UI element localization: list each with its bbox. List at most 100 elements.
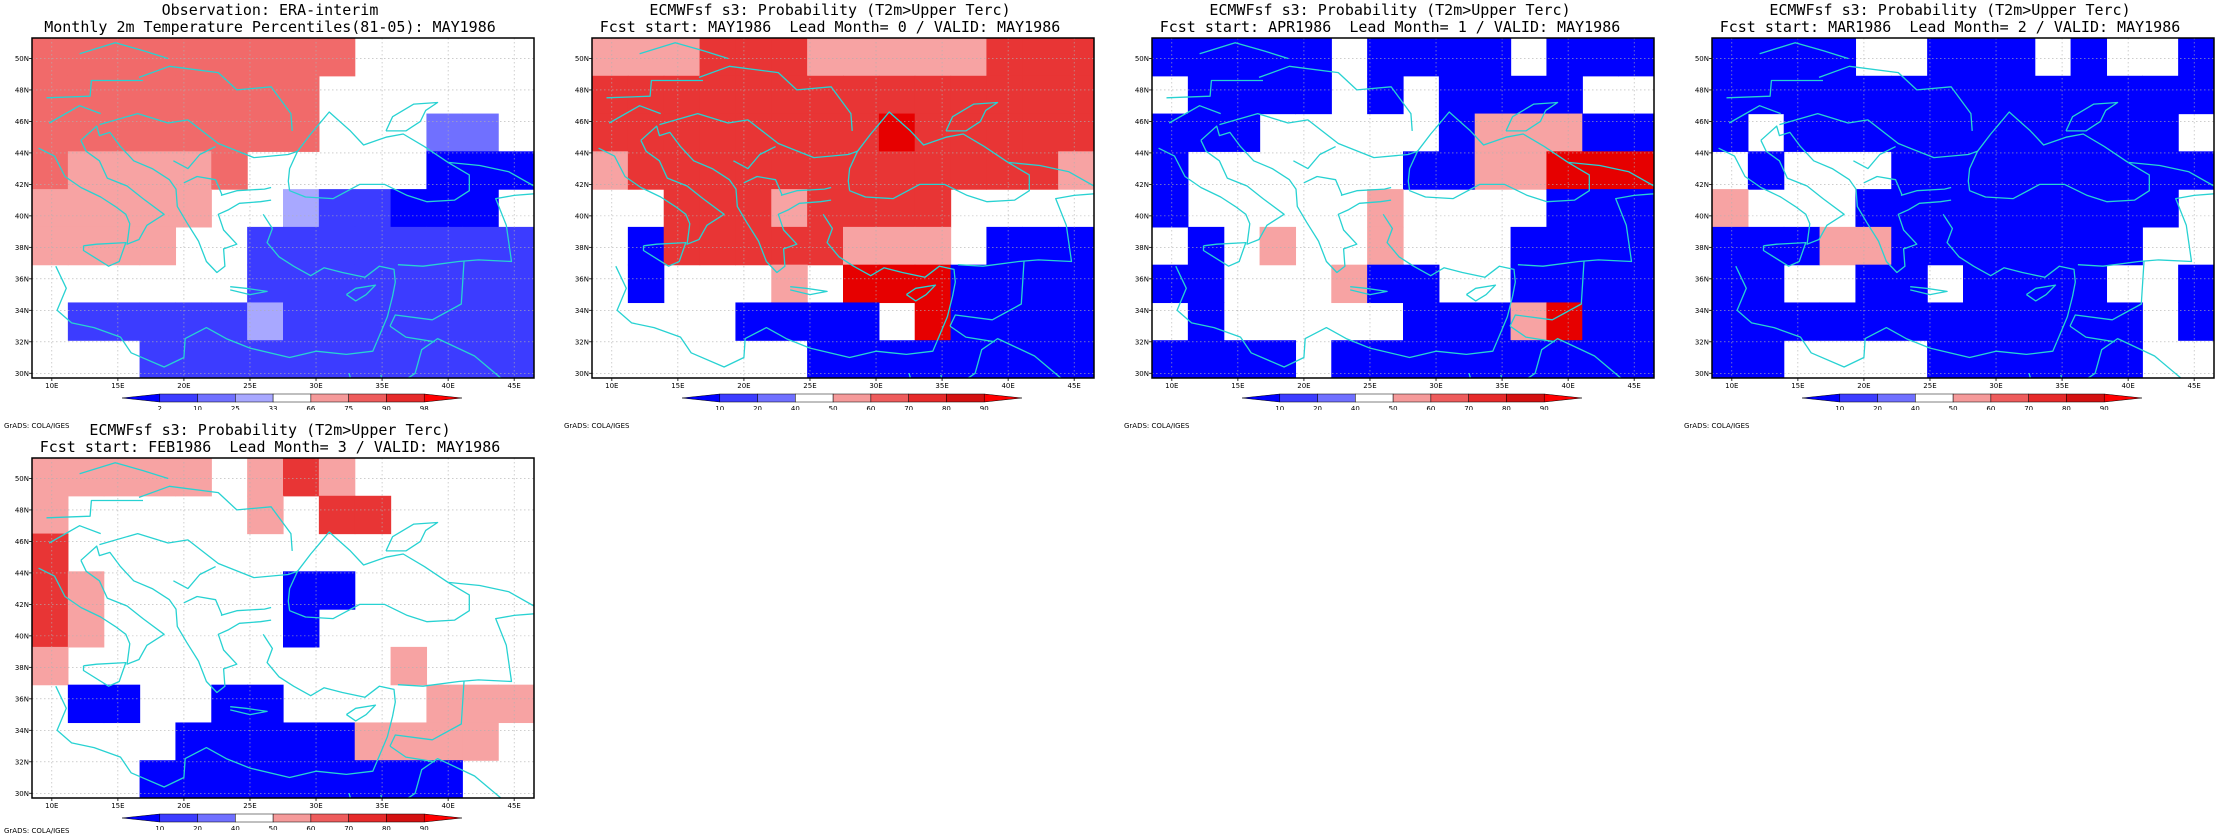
grid-cell: [1998, 151, 2036, 190]
grid-cell: [175, 189, 212, 228]
coastline: [1818, 65, 1973, 131]
grid-cell: [1855, 264, 1892, 304]
map-figure: 10E 15E 20E 25E 30E 35E 40E 45E 30N 32N 34N 36N 38N 4…: [575, 37, 1095, 410]
grid-cell: [771, 264, 808, 304]
coastline: [220, 186, 272, 197]
grid-cell: [1546, 340, 1583, 378]
coastline: [1568, 161, 1654, 187]
colorbar-segment: [1506, 393, 1545, 403]
grid-cell: [2142, 75, 2179, 115]
coastline: [448, 161, 534, 187]
grid-cell: [1152, 38, 1189, 77]
grid-cell: [1618, 226, 1654, 266]
coastline: [2065, 101, 2119, 132]
lon-tick-label: 45E: [2188, 382, 2201, 390]
grid-cell: [1546, 75, 1583, 115]
coastline: [173, 146, 216, 170]
coastline: [1466, 284, 1497, 302]
grid-cell: [283, 302, 320, 341]
panel-title-line1: Observation: ERA-interim: [161, 1, 379, 19]
lon-tick-label: 30E: [309, 802, 322, 810]
coastline: [385, 101, 439, 132]
lon-tick-label: 10E: [605, 382, 618, 390]
lon-tick-label: 25E: [243, 382, 256, 390]
grid-cell: [699, 151, 737, 190]
grid-cell: [354, 189, 392, 228]
grid-cell: [318, 760, 356, 798]
colorbar-segment: [1839, 393, 1878, 403]
grid-cell: [1438, 302, 1476, 341]
grid-cell: [67, 38, 105, 77]
grid-cell: [247, 458, 284, 497]
coastline: [906, 284, 937, 302]
grid-cell: [139, 189, 177, 228]
grid-cell: [1546, 113, 1583, 152]
grid-cell: [1654, 302, 1660, 340]
grid-cell: [390, 264, 428, 304]
lat-tick-label: 46N: [15, 118, 29, 126]
colorbar-label: 25: [231, 405, 240, 410]
grid-cell: [103, 189, 141, 228]
grid-cell: [1747, 264, 1785, 304]
grid-cell: [2178, 38, 2214, 77]
lon-tick-label: 40E: [1561, 382, 1574, 390]
grid-cell: [663, 226, 701, 266]
grid-cell: [1654, 265, 1660, 303]
grid-cell: [1295, 75, 1332, 115]
grid-cell: [426, 684, 463, 724]
colorbar-segment: [386, 813, 425, 823]
coastline: [1293, 146, 1336, 170]
colorbar-segment: [1279, 393, 1318, 403]
grid-cell: [1510, 75, 1548, 115]
coastlines: [1718, 42, 2214, 378]
grid-cell: [67, 189, 105, 228]
grid-cell: [534, 76, 540, 114]
grid-cell: [283, 226, 320, 266]
grid-cell: [914, 75, 952, 115]
coastline: [48, 105, 101, 124]
grid-cell: [390, 646, 428, 686]
grid-cell: [592, 151, 629, 190]
coastline: [99, 112, 298, 159]
grid-cell: [318, 189, 356, 228]
lat-tick-label: 42N: [15, 181, 29, 189]
colorbar-label: 80: [942, 405, 951, 410]
colorbar-label: 60: [306, 825, 315, 830]
grid-cell: [627, 151, 665, 190]
coastline: [389, 745, 436, 763]
lon-tick-label: 25E: [803, 382, 816, 390]
grid-cell: [878, 113, 916, 152]
lon-tick-label: 10E: [45, 382, 58, 390]
colorbar-label: 75: [344, 405, 353, 410]
grid-cell: [32, 189, 69, 228]
lat-tick-label: 48N: [1135, 86, 1149, 94]
coastline: [1199, 42, 1289, 60]
colorbar-label: 40: [1911, 405, 1920, 410]
coastline: [249, 213, 396, 359]
coastline: [82, 661, 127, 687]
grid-cell: [1152, 151, 1189, 190]
coastline: [287, 111, 470, 203]
grid-cell: [32, 226, 69, 266]
grid-cell: [2214, 340, 2220, 378]
grid-cell: [390, 302, 428, 341]
coastline: [1505, 101, 1559, 132]
lat-tick-label: 38N: [1695, 244, 1709, 252]
grid-cell: [1403, 302, 1440, 341]
grid-cell: [2214, 227, 2220, 265]
coastline: [38, 560, 165, 665]
grid-cell: [1438, 38, 1476, 77]
colorbar-arrow-right: [2103, 393, 2143, 403]
lat-tick-label: 40N: [1135, 212, 1149, 220]
coastline: [698, 65, 853, 131]
grid-cell: [1855, 302, 1892, 341]
grid-cell: [1998, 38, 2036, 77]
grid-cell: [1058, 264, 1094, 304]
grid-cell: [1582, 38, 1619, 77]
map-frame: [1151, 37, 1655, 379]
grid-cell: [103, 226, 141, 266]
colorbar-label: 40: [231, 825, 240, 830]
colorbar-label: 10: [715, 405, 724, 410]
coastline: [1653, 140, 1654, 142]
grid-cell: [627, 38, 665, 77]
